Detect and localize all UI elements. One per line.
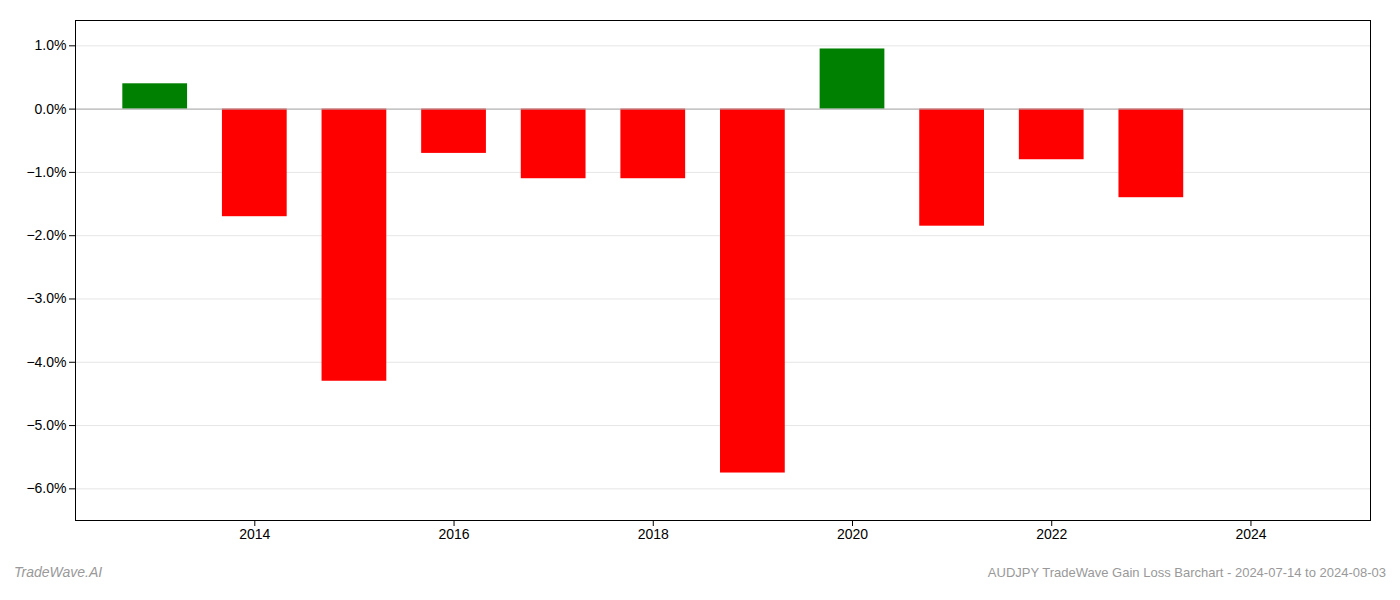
svg-text:2024: 2024 — [1235, 526, 1266, 542]
html-text:AUDJPY TradeWave Gain Loss Bar: AUDJPY TradeWave Gain Loss Barchart - 20… — [987, 565, 1386, 580]
svg-text:−3.0%: −3.0% — [26, 290, 66, 306]
svg-text:2016: 2016 — [438, 526, 469, 542]
svg-text:2022: 2022 — [1036, 526, 1067, 542]
svg-text:1.0%: 1.0% — [35, 37, 67, 53]
svg-text:2014: 2014 — [239, 526, 270, 542]
svg-text:−1.0%: −1.0% — [26, 164, 66, 180]
svg-text:−6.0%: −6.0% — [26, 480, 66, 496]
svg-text:0.0%: 0.0% — [35, 101, 67, 117]
svg-text:−5.0%: −5.0% — [26, 417, 66, 433]
svg-text:−4.0%: −4.0% — [26, 354, 66, 370]
svg-text:2018: 2018 — [638, 526, 669, 542]
html-text:TradeWave.AI: TradeWave.AI — [14, 564, 103, 580]
svg-text:2020: 2020 — [837, 526, 868, 542]
svg-text:−2.0%: −2.0% — [26, 227, 66, 243]
